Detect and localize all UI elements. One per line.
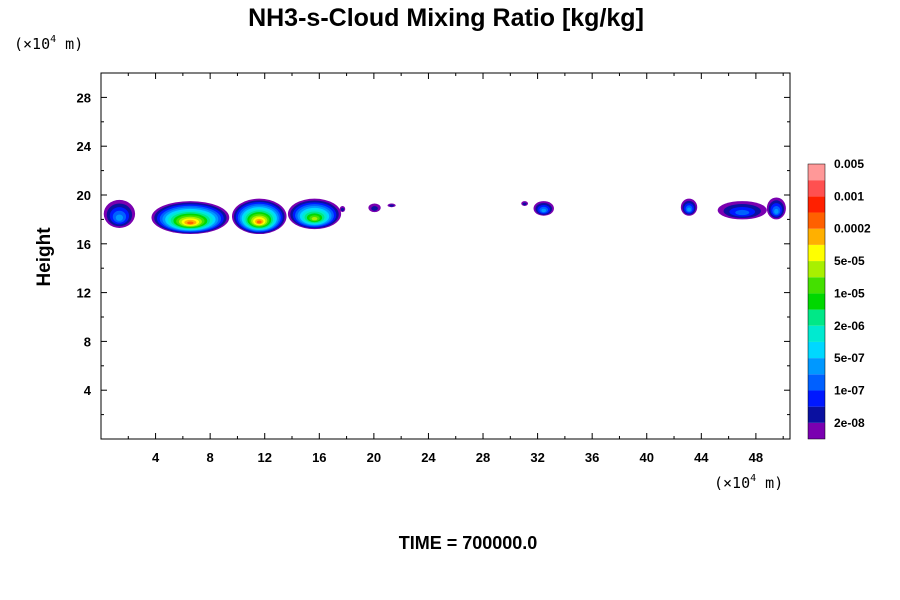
colorbar-label: 0.0002 [834,222,871,236]
colorbar-label: 5e-05 [834,254,865,268]
x-tick-label: 4 [152,450,160,465]
x-tick-label: 20 [367,450,381,465]
x-tick-label: 28 [476,450,490,465]
y-tick-label: 24 [77,139,92,154]
colorbar-swatch [808,196,825,213]
colorbar-label: 2e-06 [834,319,865,333]
colorbar-swatch [808,374,825,391]
cloud-contour [774,208,779,214]
time-label: TIME = 700000.0 [399,533,538,553]
cloud-contour [735,209,750,216]
colorbar-swatch [808,422,825,439]
colorbar-frame [807,163,826,440]
cloud-contour [115,214,124,221]
cloud-contour [389,204,394,207]
x-tick-label: 24 [421,450,436,465]
colorbar-swatch [808,309,825,326]
colorbar-label: 1e-07 [834,383,865,397]
colorbar: 2e-08 1e-07 5e-07 2e-06 1e-05 5e-05 0.0002 0.00… [807,157,871,440]
plot-frame [100,72,791,440]
colorbar-swatch [808,390,825,407]
y-axis-label: Height [34,227,55,287]
colorbar-swatch [808,180,825,197]
y-tick-label: 16 [77,237,91,252]
cloud-contour [187,221,194,225]
x-tick-label: 16 [312,450,326,465]
y-tick-label: 12 [77,286,91,301]
y-tick-label: 8 [84,334,91,349]
colorbar-swatch [808,277,825,294]
colorbar-swatch [808,261,825,278]
cloud-contour [311,217,318,221]
y-tick-label: 20 [77,188,91,203]
cloud-contour [341,207,344,212]
cloud-contour [256,220,262,224]
colorbar-swatch [808,228,825,245]
colorbar-swatch [808,358,825,375]
colorbar-swatch [808,212,825,229]
cloud-contour [687,207,691,212]
colorbar-swatch [808,325,825,342]
y-tick-label: 28 [77,90,91,105]
colorbar-label: 0.001 [834,189,864,203]
x-tick-label: 40 [640,450,654,465]
colorbar-swatch [808,406,825,423]
chart-title: NH3-s-Cloud Mixing Ratio [kg/kg] [248,4,644,32]
x-axis-unit: (×104 m) [714,473,783,492]
colorbar-label: 1e-05 [834,286,865,300]
x-tick-label: 48 [749,450,763,465]
colorbar-swatch [808,244,825,262]
cloud-contours [103,197,786,235]
colorbar-swatch [808,341,825,359]
colorbar-label: 0.005 [834,157,864,171]
x-tick-label: 8 [207,450,214,465]
x-tick-label: 12 [257,450,271,465]
colorbar-label: 2e-08 [834,416,865,430]
cloud-contour [541,208,547,213]
colorbar-label: 5e-07 [834,351,865,365]
cloud-contour [522,202,527,206]
y-tick-label: 4 [84,383,92,398]
colorbar-swatch [808,164,825,181]
x-tick-label: 36 [585,450,599,465]
y-axis-unit: (×104 m) [14,34,83,53]
colorbar-swatch [808,293,825,310]
cloud-contour [371,206,378,211]
x-tick-label: 32 [530,450,544,465]
x-tick-label: 44 [694,450,709,465]
